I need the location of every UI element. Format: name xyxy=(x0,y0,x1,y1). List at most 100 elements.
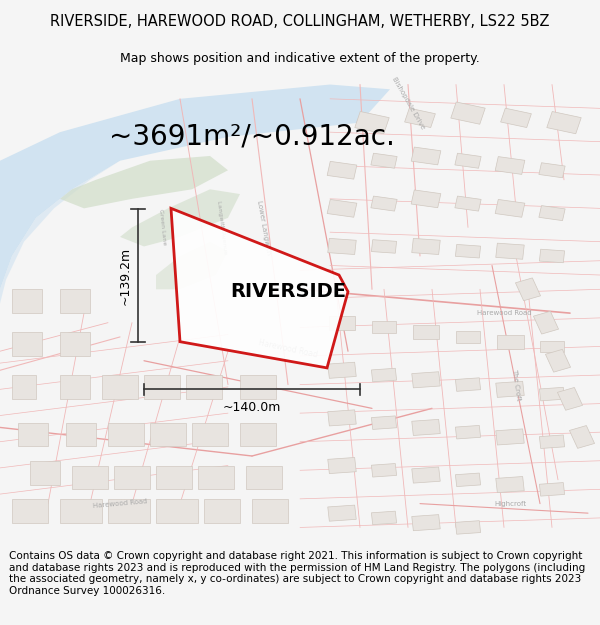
Polygon shape xyxy=(246,466,282,489)
Polygon shape xyxy=(455,153,481,168)
Polygon shape xyxy=(328,458,356,474)
Polygon shape xyxy=(413,325,439,339)
Polygon shape xyxy=(371,240,397,253)
Polygon shape xyxy=(496,429,524,445)
Polygon shape xyxy=(371,416,397,429)
Polygon shape xyxy=(12,289,42,313)
Polygon shape xyxy=(328,238,356,254)
Polygon shape xyxy=(539,435,565,449)
Polygon shape xyxy=(156,499,198,522)
Polygon shape xyxy=(451,102,485,124)
Polygon shape xyxy=(569,426,595,448)
Polygon shape xyxy=(496,381,524,398)
Polygon shape xyxy=(60,332,90,356)
Polygon shape xyxy=(156,242,228,289)
Polygon shape xyxy=(12,375,36,399)
Polygon shape xyxy=(545,349,571,372)
Polygon shape xyxy=(372,321,396,333)
Polygon shape xyxy=(156,466,192,489)
Polygon shape xyxy=(198,466,234,489)
Polygon shape xyxy=(12,499,48,522)
Polygon shape xyxy=(539,162,565,177)
Polygon shape xyxy=(30,461,60,484)
Polygon shape xyxy=(108,499,150,522)
Polygon shape xyxy=(328,362,356,378)
Polygon shape xyxy=(371,153,397,168)
Text: ~139.2m: ~139.2m xyxy=(118,246,131,304)
Text: Contains OS data © Crown copyright and database right 2021. This information is : Contains OS data © Crown copyright and d… xyxy=(9,551,585,596)
Polygon shape xyxy=(455,473,481,487)
Polygon shape xyxy=(455,521,481,534)
Text: ~140.0m: ~140.0m xyxy=(223,401,281,414)
Polygon shape xyxy=(18,422,48,446)
Text: ~3691m²/~0.912ac.: ~3691m²/~0.912ac. xyxy=(109,123,395,151)
Polygon shape xyxy=(329,316,355,330)
Text: Langwith Avenue: Langwith Avenue xyxy=(216,200,228,254)
Polygon shape xyxy=(240,422,276,446)
Text: Harewood Road: Harewood Road xyxy=(92,498,148,509)
Polygon shape xyxy=(240,375,276,399)
Polygon shape xyxy=(102,375,138,399)
Polygon shape xyxy=(404,108,436,127)
Text: RIVERSIDE: RIVERSIDE xyxy=(230,282,346,301)
Polygon shape xyxy=(412,238,440,254)
Polygon shape xyxy=(456,331,480,343)
Text: The Croft: The Croft xyxy=(511,368,521,401)
Polygon shape xyxy=(411,190,441,208)
Polygon shape xyxy=(60,499,102,522)
Polygon shape xyxy=(328,505,356,521)
Polygon shape xyxy=(371,196,397,211)
Polygon shape xyxy=(371,511,397,524)
Polygon shape xyxy=(495,199,525,217)
Polygon shape xyxy=(0,84,390,289)
Text: Highcroft: Highcroft xyxy=(494,501,526,507)
Polygon shape xyxy=(539,482,565,496)
Polygon shape xyxy=(355,111,389,134)
Polygon shape xyxy=(114,466,150,489)
Polygon shape xyxy=(150,422,186,446)
Polygon shape xyxy=(496,476,524,492)
Polygon shape xyxy=(455,244,481,258)
Polygon shape xyxy=(412,467,440,483)
Polygon shape xyxy=(547,111,581,134)
Polygon shape xyxy=(371,464,397,477)
Polygon shape xyxy=(192,422,228,446)
Text: Green Lane: Green Lane xyxy=(158,209,166,246)
Polygon shape xyxy=(497,334,523,349)
Polygon shape xyxy=(204,499,240,522)
Polygon shape xyxy=(539,388,565,401)
Polygon shape xyxy=(327,199,357,217)
Polygon shape xyxy=(108,422,144,446)
Polygon shape xyxy=(327,161,357,179)
Polygon shape xyxy=(533,311,559,334)
Polygon shape xyxy=(495,157,525,174)
Text: Harewood Road: Harewood Road xyxy=(257,338,319,359)
Polygon shape xyxy=(412,419,440,436)
Polygon shape xyxy=(411,147,441,165)
Polygon shape xyxy=(455,196,481,211)
Polygon shape xyxy=(515,278,541,301)
Text: RIVERSIDE, HAREWOOD ROAD, COLLINGHAM, WETHERBY, LS22 5BZ: RIVERSIDE, HAREWOOD ROAD, COLLINGHAM, WE… xyxy=(50,14,550,29)
Polygon shape xyxy=(412,372,440,388)
Polygon shape xyxy=(371,368,397,382)
Polygon shape xyxy=(455,426,481,439)
Polygon shape xyxy=(144,375,180,399)
Polygon shape xyxy=(120,189,240,246)
Polygon shape xyxy=(412,514,440,531)
Polygon shape xyxy=(60,375,90,399)
Polygon shape xyxy=(328,410,356,426)
Polygon shape xyxy=(500,108,532,127)
Polygon shape xyxy=(496,243,524,259)
Polygon shape xyxy=(252,499,288,522)
Polygon shape xyxy=(72,466,108,489)
Polygon shape xyxy=(539,206,565,221)
Text: Bishopdale Drive: Bishopdale Drive xyxy=(391,76,425,131)
Text: Map shows position and indicative extent of the property.: Map shows position and indicative extent… xyxy=(120,52,480,65)
Polygon shape xyxy=(12,332,42,356)
Polygon shape xyxy=(66,422,96,446)
Polygon shape xyxy=(455,378,481,391)
Polygon shape xyxy=(60,156,228,208)
Text: Harewood Road: Harewood Road xyxy=(476,310,532,316)
Polygon shape xyxy=(171,208,348,368)
Polygon shape xyxy=(60,289,90,313)
